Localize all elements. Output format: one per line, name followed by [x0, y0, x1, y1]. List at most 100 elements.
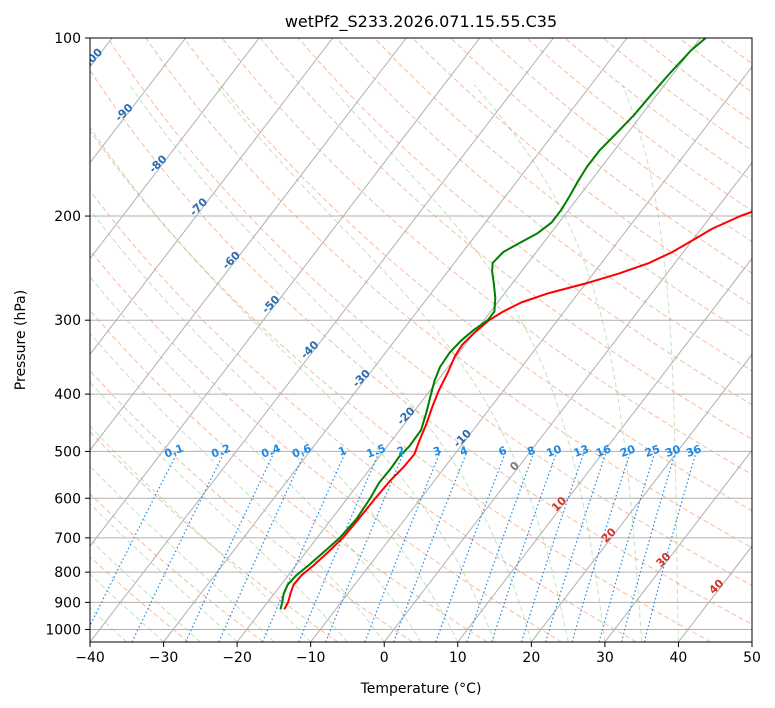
mixing-ratio-label: 36 [684, 442, 703, 460]
chart-title: wetPf2_S233.2026.071.15.55.C35 [285, 12, 557, 32]
mixing-ratio-line [298, 451, 381, 642]
x-tick-label: 40 [670, 650, 688, 666]
y-tick-label: 200 [54, 209, 81, 225]
dry-adiabat-line [90, 370, 413, 642]
mixing-ratio-line [90, 451, 179, 627]
isotherm-line [310, 65, 752, 642]
moist-adiabat-line [90, 126, 496, 642]
mixing-ratio-label: 20 [618, 442, 637, 460]
mixing-ratio-label: 0.2 [210, 442, 233, 461]
isotherm-line [457, 257, 752, 642]
dry-adiabat-line [259, 38, 752, 440]
isotherm-label: 10 [549, 494, 569, 514]
mixing-ratio-label: 13 [572, 442, 591, 459]
isotherm-line [751, 641, 752, 642]
dry-adiabat-line [717, 38, 752, 65]
mixing-ratio-line [571, 451, 632, 642]
dry-adiabat-line [90, 493, 264, 642]
x-tick-label: 50 [743, 650, 761, 666]
moist-adiabat-line [90, 381, 348, 642]
x-tick-label: 30 [596, 650, 614, 666]
dry-adiabat-line [90, 69, 752, 625]
isotherm-line [90, 38, 554, 642]
dry-adiabat-line [90, 129, 712, 642]
moist-adiabat-line [328, 84, 606, 642]
dry-adiabat-line [678, 38, 752, 93]
mixing-ratio-line [261, 451, 347, 642]
mixing-ratio-label: 1.5 [365, 442, 388, 461]
isotherm-label: -100 [76, 45, 105, 74]
y-tick-label: 1000 [45, 622, 81, 638]
mixing-ratio-line [545, 451, 607, 642]
y-tick-label: 300 [54, 313, 81, 329]
x-tick-label: −40 [75, 650, 105, 666]
isotherm-line [90, 38, 481, 547]
moist-adiabat-line [90, 465, 275, 642]
isotherm-label: 30 [654, 550, 674, 570]
x-axis-label: Temperature (°C) [360, 681, 482, 697]
mixing-ratio-line [393, 451, 468, 642]
mixing-ratio-label: 16 [594, 442, 613, 460]
dry-adiabat-line [755, 38, 775, 642]
y-tick-label: 900 [54, 595, 81, 611]
moist-adiabat-line [90, 573, 164, 642]
mixing-ratio-label: 25 [643, 442, 662, 459]
y-tick-label: 500 [54, 444, 81, 460]
mixing-ratio-line [466, 451, 535, 642]
mixing-ratio-label: 10 [545, 442, 564, 460]
isotherm-line [604, 449, 752, 642]
moist-adiabat-line [129, 84, 532, 642]
mixing-ratio-label: 2 [395, 444, 407, 459]
moist-adiabat-line [473, 84, 643, 642]
isotherm-label: -50 [259, 293, 282, 316]
isotherm-line [90, 38, 334, 356]
mixing-ratio-line [520, 451, 585, 642]
dry-adiabat-line [90, 189, 637, 642]
temperature-profile-line [283, 210, 752, 610]
isotherm-line [530, 353, 752, 642]
moist-adiabat-line [90, 425, 312, 642]
isotherm-label: -90 [112, 101, 135, 124]
x-axis: −40 −30 −20 −10 0 10 20 30 40 50 [75, 642, 761, 666]
y-axis-label: Pressure (hPa) [13, 290, 29, 390]
x-tick-label: 20 [522, 650, 540, 666]
mixing-ratio-line [491, 451, 558, 642]
mixing-ratio-label: 30 [664, 442, 683, 460]
x-tick-label: −10 [296, 650, 326, 666]
dry-adiabat-line [640, 38, 752, 122]
mixing-ratio-label: 1 [337, 444, 349, 459]
isotherm-label: -30 [350, 367, 373, 390]
x-tick-label: 10 [449, 650, 467, 666]
moist-adiabat-line [215, 84, 569, 642]
isotherm-line [90, 38, 407, 452]
y-tick-label: 700 [54, 531, 81, 547]
background-lines [90, 38, 775, 642]
moist-adiabat-line [621, 84, 679, 642]
dewpoint-profile-line [279, 38, 707, 610]
y-tick-label: 400 [54, 387, 81, 403]
mixing-ratio-label: 8 [525, 444, 537, 459]
dry-adiabat-line [107, 38, 752, 587]
dry-adiabat-line [526, 38, 752, 212]
mixing-ratio-label: 4 [458, 444, 470, 459]
moist-adiabat-line [90, 332, 385, 642]
dry-adiabat-line [564, 38, 752, 181]
dry-adiabat-line [221, 38, 752, 476]
mixing-ratio-line [435, 451, 507, 642]
x-tick-label: 0 [380, 650, 389, 666]
mixing-ratio-line [621, 451, 677, 642]
isotherm-label: -80 [146, 152, 169, 175]
moist-adiabat-line [90, 538, 201, 642]
dry-adiabat-line [90, 309, 488, 642]
x-tick-label: −20 [222, 650, 252, 666]
mixing-ratio-label: 0.6 [290, 442, 313, 461]
x-tick-label: −30 [149, 650, 179, 666]
isotherm-label: -60 [220, 249, 243, 272]
moist-adiabat-line [90, 503, 238, 642]
plot-frame [89, 37, 753, 643]
isotherm-line [678, 545, 752, 642]
isotherm-line [383, 161, 752, 642]
dry-adiabat-line [90, 249, 562, 642]
dry-adiabat-line [374, 38, 752, 339]
